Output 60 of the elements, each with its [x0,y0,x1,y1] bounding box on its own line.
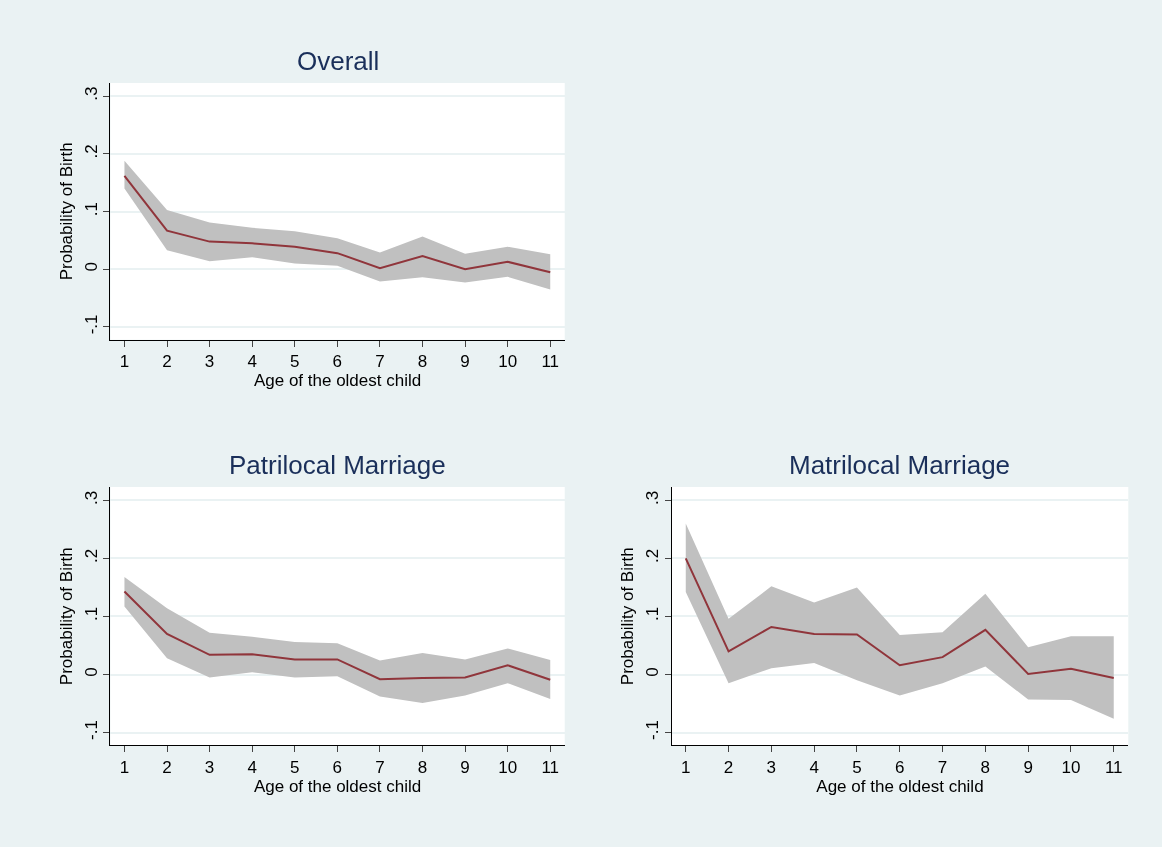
x-tick-label: 4 [247,757,257,777]
x-tick-label: 2 [162,757,172,777]
y-tick-label: .2 [642,548,662,563]
x-tick-label: 11 [1104,757,1123,777]
x-tick-label: 9 [1023,757,1033,777]
x-axis-title: Age of the oldest child [816,776,984,796]
y-tick-label: .3 [642,490,662,505]
y-tick-label: .1 [642,606,662,622]
x-tick-label: 10 [498,352,518,372]
y-tick-label: 0 [81,667,101,677]
y-tick-label: -.1 [81,314,101,335]
line-series [684,557,1115,680]
x-tick-label: 3 [766,757,777,777]
x-tick-label: 4 [809,757,819,777]
chart-title: Patrilocal Marriage [229,450,446,480]
x-tick-label: 11 [541,757,560,777]
y-tick-label: -.1 [81,720,101,740]
y-tick-label: .1 [81,201,101,217]
y-tick-label: .2 [81,548,101,563]
x-tick-label: 6 [332,757,343,777]
x-tick-label: 6 [895,757,905,777]
y-tick-label: .3 [81,86,101,101]
y-axis-title: Probability of Birth [57,142,77,281]
x-axis-title: Age of the oldest child [253,371,422,391]
line-series [123,590,552,681]
x-tick-label: 2 [723,757,734,777]
x-tick-label: 7 [937,757,948,777]
x-tick-label: 8 [980,757,991,777]
chart-title: Matrilocal Marriage [789,450,1011,480]
x-tick-label: 11 [541,352,560,372]
line-series [123,174,552,274]
x-tick-label: 7 [375,757,385,777]
y-tick-label: -.1 [642,720,662,740]
x-tick-label: 1 [681,757,691,777]
y-tick-label: 0 [81,262,101,272]
x-tick-label: 3 [204,352,215,372]
y-tick-label: .1 [81,606,101,622]
x-tick-label: 4 [247,352,257,372]
x-tick-label: 2 [162,352,172,372]
x-tick-label: 1 [119,757,130,777]
x-tick-label: 7 [375,352,385,372]
x-tick-label: 10 [1061,757,1081,777]
x-tick-label: 5 [290,757,300,777]
x-tick-label: 6 [332,352,343,372]
x-tick-label: 5 [290,352,300,372]
y-axis-title: Probability of Birth [57,547,77,686]
x-tick-label: 10 [498,757,518,777]
x-tick-label: 3 [204,757,215,777]
chart-title: Overall [297,46,380,76]
y-tick-label: .2 [81,144,101,159]
x-tick-label: 8 [417,352,428,372]
x-axis-title: Age of the oldest child [253,776,422,796]
y-tick-label: 0 [642,667,662,677]
y-tick-label: .3 [81,490,101,505]
x-tick-label: 9 [460,352,470,372]
x-tick-label: 8 [417,757,428,777]
y-axis-title: Probability of Birth [618,547,638,686]
x-tick-label: 5 [852,757,862,777]
x-tick-label: 1 [119,352,130,372]
x-tick-label: 9 [460,757,470,777]
